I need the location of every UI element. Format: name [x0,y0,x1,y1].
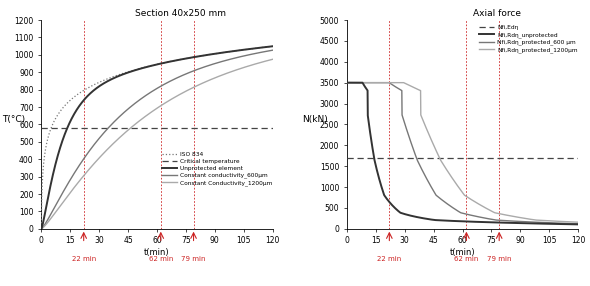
X-axis label: t(min): t(min) [144,248,170,257]
Text: 22 min: 22 min [377,256,401,262]
Title: Axial force: Axial force [473,9,521,18]
Title: Section 40x250 mm: Section 40x250 mm [135,9,225,18]
Text: 22 min: 22 min [71,256,96,262]
Text: 79 min: 79 min [487,256,512,262]
Legend: ISO 834, Critical temperature, Unprotected element, Constant conductivity_600μm,: ISO 834, Critical temperature, Unprotect… [160,150,274,188]
Text: 62 min: 62 min [454,256,478,262]
Y-axis label: T(°C): T(°C) [2,116,25,124]
X-axis label: t(min): t(min) [450,248,476,257]
Text: 62 min: 62 min [149,256,173,262]
Legend: Nfi,Edη, Nfi,Rdη_unprotected, Nfi,Rdη_protected_600 μm, Nfi,Rdη_protected_1200μm: Nfi,Edη, Nfi,Rdη_unprotected, Nfi,Rdη_pr… [477,23,580,55]
Text: 79 min: 79 min [181,256,206,262]
Y-axis label: N(kN): N(kN) [301,116,327,124]
